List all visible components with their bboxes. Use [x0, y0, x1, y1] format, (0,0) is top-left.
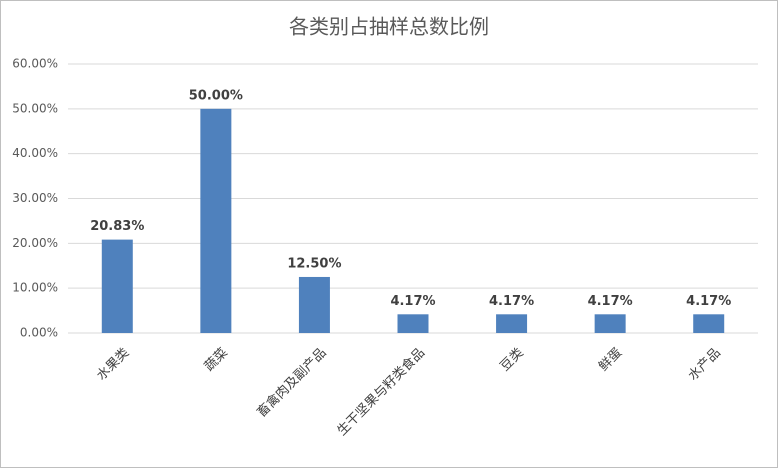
- bar: [101, 239, 133, 333]
- y-tick-label: 20.00%: [12, 236, 58, 250]
- y-tick-label: 0.00%: [20, 326, 58, 340]
- value-label: 4.17%: [489, 294, 534, 309]
- y-tick-label: 50.00%: [12, 101, 58, 115]
- y-tick-label: 30.00%: [12, 191, 58, 205]
- bar: [397, 314, 429, 333]
- bar: [693, 314, 725, 333]
- value-label: 4.17%: [686, 294, 731, 309]
- value-label: 20.83%: [90, 219, 144, 234]
- bar: [594, 314, 626, 333]
- y-tick-label: 10.00%: [12, 281, 58, 295]
- value-label: 50.00%: [189, 88, 243, 103]
- value-label: 12.50%: [287, 256, 341, 271]
- chart-title: 各类别占抽样总数比例: [289, 15, 489, 39]
- bar: [496, 314, 528, 333]
- bar: [200, 108, 232, 333]
- value-label: 4.17%: [588, 294, 633, 309]
- y-tick-label: 40.00%: [12, 146, 58, 160]
- bar: [298, 276, 330, 333]
- value-label: 4.17%: [390, 294, 435, 309]
- y-tick-label: 60.00%: [12, 57, 58, 71]
